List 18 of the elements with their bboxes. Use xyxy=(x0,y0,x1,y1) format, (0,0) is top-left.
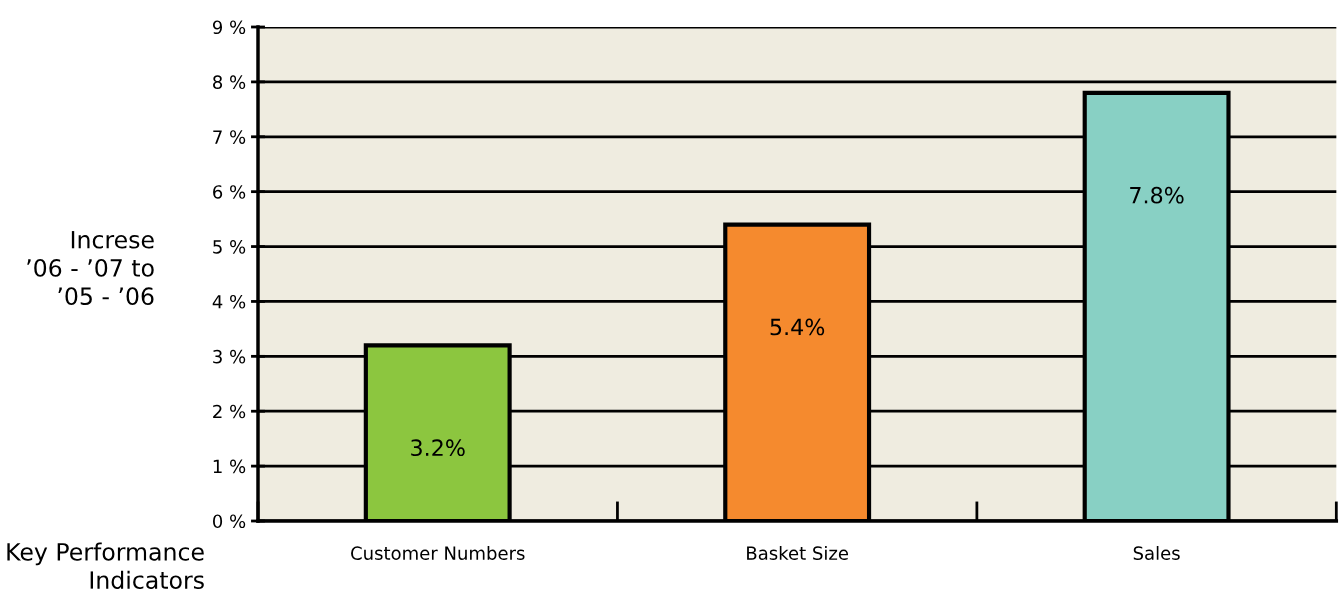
y-axis-title: Increse ’06 - ’07 to ’05 - ’06 xyxy=(27,231,154,306)
x-tick-label: Basket Size xyxy=(747,546,849,560)
y-tick-label: 2 % xyxy=(213,404,246,419)
y-tick-label: 0 % xyxy=(213,514,246,529)
y-tick-label: 9 % xyxy=(212,20,246,35)
x-tick-label: Customer Numbers xyxy=(351,546,525,560)
y-tick-label: 5 % xyxy=(213,240,246,254)
x-axis-title: Key Performance Indicators xyxy=(7,542,204,589)
y-tick-label: 1 % xyxy=(213,459,246,474)
data-label: 5.4% xyxy=(770,318,825,336)
y-tick-label: 3 % xyxy=(213,349,246,364)
y-tick-label: 6 % xyxy=(213,185,246,199)
data-label: 3.2% xyxy=(411,439,465,457)
data-label: 7.8% xyxy=(1130,186,1184,204)
x-tick-label: Sales xyxy=(1133,546,1180,560)
y-tick-label: 7 % xyxy=(213,130,246,144)
y-tick-label: 8 % xyxy=(213,75,246,90)
y-tick-label: 4 % xyxy=(212,294,246,309)
